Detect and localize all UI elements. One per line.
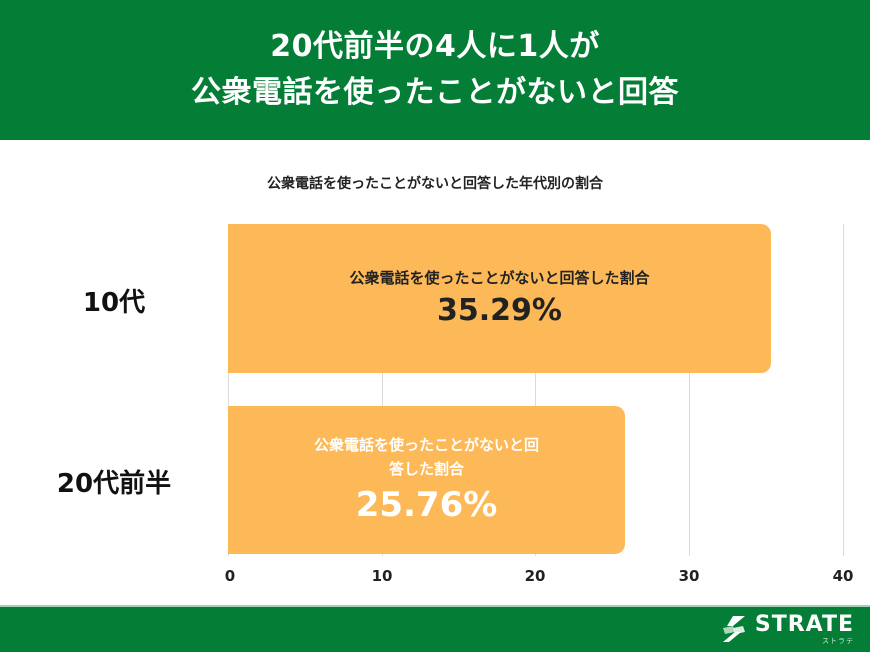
logo-wordmark: STRATE [754,612,854,637]
bar-10s: 公衆電話を使ったことがないと回答した割合 35.29% [228,224,771,373]
x-tick-0: 0 [224,567,236,585]
strate-logo: STRATE ストラテ [719,613,854,645]
chart-title: 公衆電話を使ったことがないと回答した年代別の割合 [267,176,603,192]
gridline-0 [228,224,229,556]
footer-banner: STRATE ストラテ [0,605,870,652]
gridline-20 [535,224,536,556]
x-tick-10: 10 [371,567,393,585]
x-tick-40: 40 [832,567,854,585]
gridline-30 [689,224,690,556]
bar-value: 25.76% [355,485,498,525]
logo-kana: ストラテ [822,637,854,645]
bar-value: 35.29% [437,292,562,328]
strate-logo-icon [722,616,745,642]
headline-line-2: 公衆電話を使ったことがないと回答 [191,75,679,110]
headline-line-1: 20代前半の4人に1人が [270,29,600,64]
x-tick-30: 30 [678,567,700,585]
header-banner: 20代前半の4人に1人が 公衆電話を使ったことがないと回答 [0,0,870,140]
bar-label: 公衆電話を使ったことがないと回答した割合 [313,436,539,478]
x-tick-20: 20 [524,567,546,585]
bar-early-20s: 公衆電話を使ったことがないと回答した割合 25.76% [228,406,625,554]
category-label-early-20s: 20代前半 [56,469,172,499]
bar-label: 公衆電話を使ったことがないと回答した割合 [349,268,650,287]
gridline-10 [382,224,383,556]
gridline-40 [843,224,844,556]
category-label-10s: 10代 [82,288,146,318]
